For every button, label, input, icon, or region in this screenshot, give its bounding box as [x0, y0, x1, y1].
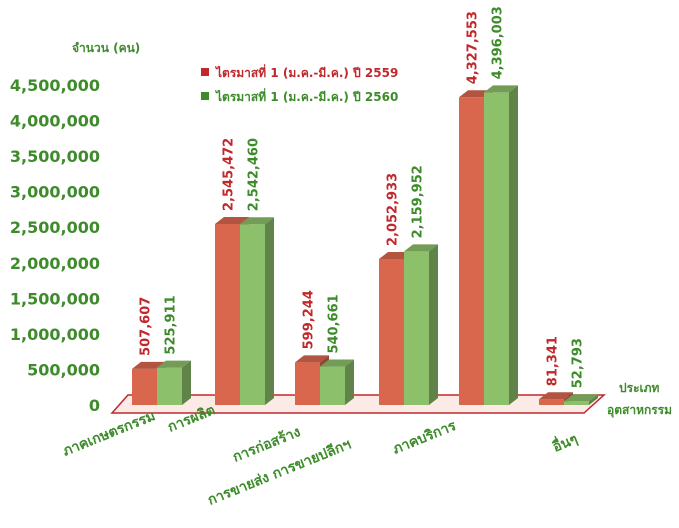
value-label: 2,542,460 — [247, 138, 262, 211]
legend: ไตรมาสที่ 1 (ม.ค.-มี.ค.) ปี 2559 ไตรมาสท… — [201, 64, 398, 104]
x-tick-label: อื่นๆ — [549, 429, 580, 456]
value-label: 2,545,472 — [222, 138, 237, 211]
value-label: 525,911 — [164, 295, 179, 354]
y-tick-label: 1,500,000 — [10, 289, 100, 308]
legend-swatch-2560 — [201, 92, 209, 100]
bar-2560 — [484, 85, 518, 406]
y-tick-label: 3,000,000 — [10, 183, 100, 202]
y-tick-label: 4,500,000 — [10, 76, 100, 95]
value-label: 4,327,553 — [466, 11, 481, 84]
bar-2560 — [564, 394, 598, 405]
x-axis-title-line2: อุตสาหกรรม — [607, 403, 672, 418]
x-tick-label: ภาคบริการ — [391, 418, 459, 458]
y-tick-label: 4,000,000 — [10, 112, 100, 131]
value-label: 4,396,003 — [491, 6, 506, 79]
y-tick-label: 2,500,000 — [10, 218, 100, 237]
value-label: 540,661 — [327, 294, 342, 353]
value-label: 2,159,952 — [411, 165, 426, 238]
y-axis: 0 500,000 1,000,000 1,500,000 2,000,000 2,500… — [10, 76, 100, 415]
x-tick-label: ภาคเกษตรกรรม — [61, 408, 158, 460]
bar-2560 — [240, 217, 274, 405]
value-label: 599,244 — [302, 290, 317, 349]
x-axis: ภาคเกษตรกรรม การผลิตการก่อสร้างการขายส่ง … — [61, 402, 581, 508]
y-axis-title: จำนวน (คน) — [72, 41, 140, 55]
value-label: 507,607 — [139, 297, 154, 356]
value-labels: 507,607 525,911 2,545,472 2,542,460 599,244 5… — [139, 6, 586, 388]
value-label: 81,341 — [546, 336, 561, 386]
y-tick-label: 1,000,000 — [10, 325, 100, 344]
y-tick-label: 0 — [89, 396, 100, 415]
bars-layer — [110, 85, 606, 414]
y-tick-label: 2,000,000 — [10, 254, 100, 273]
y-tick-label: 3,500,000 — [10, 147, 100, 166]
bar-2560 — [320, 359, 354, 405]
legend-label-2559: ไตรมาสที่ 1 (ม.ค.-มี.ค.) ปี 2559 — [214, 64, 398, 80]
bar-2560 — [404, 244, 438, 405]
legend-label-2560: ไตรมาสที่ 1 (ม.ค.-มี.ค.) ปี 2560 — [214, 88, 398, 104]
legend-swatch-2559 — [201, 68, 209, 76]
y-tick-label: 500,000 — [27, 360, 100, 379]
value-label: 2,052,933 — [386, 173, 401, 246]
x-axis-title-line1: ประเภท — [619, 381, 660, 395]
bar-2560 — [157, 360, 191, 405]
value-label: 52,793 — [571, 338, 586, 388]
